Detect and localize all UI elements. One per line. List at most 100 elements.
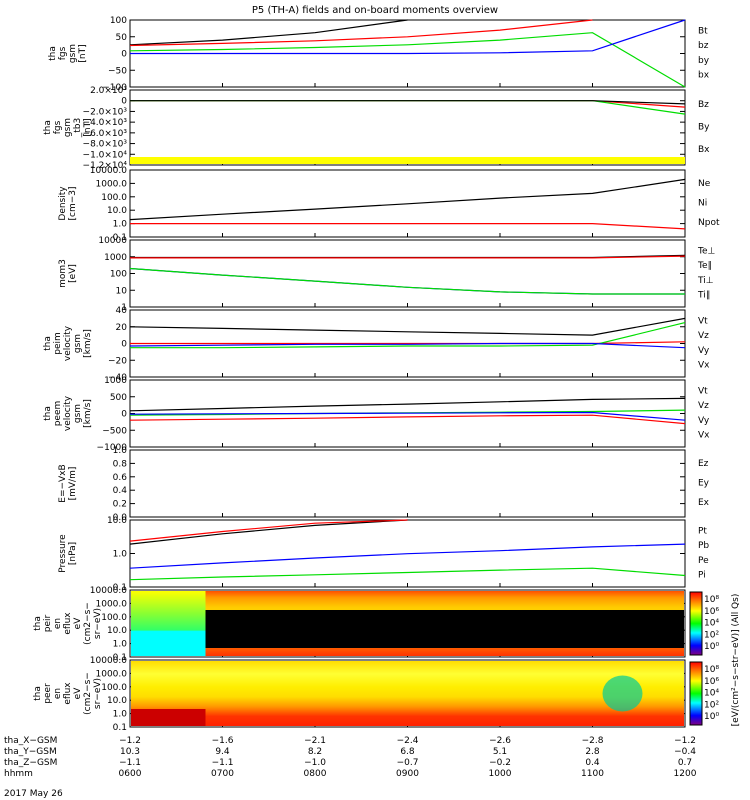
y-tick-label: −6.0×10³	[83, 129, 128, 139]
series-line-Vt	[129, 317, 686, 336]
footer-value: −1.1	[119, 758, 141, 768]
footer-value: 0900	[396, 769, 419, 779]
y-axis-label: eV	[73, 617, 83, 630]
y-axis-label: gsm	[68, 44, 78, 63]
series-line-Ti⊥	[129, 267, 685, 295]
y-axis-label: (cm2−s−	[83, 602, 93, 645]
footer-row-label: tha_Y−GSM	[4, 747, 57, 757]
colorbar-tick-label: 10⁸	[704, 595, 719, 605]
y-tick-label: 1.0	[113, 550, 128, 560]
colorbar-tick-label: 10²	[704, 700, 719, 710]
y-axis-label: en	[53, 618, 63, 629]
legend-Ti⊥: Ti⊥	[697, 276, 714, 286]
y-axis-label: gsm	[73, 404, 83, 423]
y-axis-label: sr−eV)	[93, 678, 103, 709]
y-tick-label: 1.0	[113, 220, 128, 230]
y-tick-label: 100.0	[101, 613, 127, 623]
y-tick-label: −8.0×10³	[83, 140, 128, 150]
legend-Pi: Pi	[698, 571, 706, 581]
y-tick-label: 0.1	[113, 653, 127, 663]
y-tick-label: −1.0×10⁴	[83, 150, 128, 160]
y-tick-label: 0	[121, 97, 127, 107]
footer-row-label: hhmm	[4, 769, 33, 779]
legend-Vz: Vz	[698, 401, 709, 411]
y-tick-label: 0.0	[113, 513, 128, 523]
footer-value: −0.7	[397, 758, 419, 768]
legend-Te⊥: Te⊥	[697, 246, 716, 256]
series-line-Pi	[129, 543, 686, 569]
figure-title: P5 (TH-A) fields and on-board moments ov…	[252, 5, 498, 16]
y-axis-label: peem	[53, 401, 63, 427]
legend-By: By	[698, 123, 710, 133]
series-line-Vz	[129, 414, 686, 425]
series-line-Bt	[129, 19, 408, 46]
y-tick-label: −2.0×10³	[83, 107, 128, 117]
spectrogram-gap-region	[205, 610, 684, 648]
y-axis-label: tha	[43, 120, 53, 135]
quality-flag-band	[130, 157, 685, 164]
y-axis-label: fgs	[58, 46, 68, 60]
footer-value: 2.8	[585, 747, 600, 757]
spectrogram-frame	[129, 589, 686, 658]
y-axis-label: tha	[48, 46, 58, 61]
legend-Bx: Bx	[698, 145, 710, 155]
footer-value: −0.2	[489, 758, 511, 768]
panel-5: 1000 500 0 −500 −1000 tha peem velocity gsm [km/s…	[43, 376, 710, 453]
y-tick-label: 1.0	[113, 710, 128, 720]
colorbar-tick-label: 10⁰	[704, 642, 719, 652]
y-axis-label: eflux	[63, 682, 73, 705]
legend-Npot: Npot	[698, 218, 720, 228]
y-axis-label: Density	[58, 186, 68, 221]
footer-value: −1.6	[212, 736, 234, 746]
legend-Vt: Vt	[698, 386, 708, 396]
series-line-By	[130, 100, 686, 115]
footer-value: 0700	[211, 769, 234, 779]
y-axis-label: [cm−3]	[68, 186, 78, 220]
y-axis-label: mom3	[58, 259, 68, 288]
legend-Vz: Vz	[698, 331, 709, 341]
legend-Ne: Ne	[698, 179, 711, 189]
y-tick-label: 10000.0	[90, 586, 127, 596]
y-tick-label: 50	[116, 33, 128, 43]
legend-Te∥: Te∥	[697, 261, 712, 271]
y-axis-label: Pressure	[58, 534, 68, 573]
footer-value: −1.0	[304, 758, 326, 768]
y-axis-label: [nT]	[78, 44, 88, 62]
series-line-bx	[130, 19, 686, 55]
series-line-Pt	[129, 519, 408, 545]
y-tick-label: 0	[121, 410, 127, 420]
footer-value: −0.4	[674, 747, 696, 757]
series-line-bz	[129, 19, 593, 47]
colorbar-tick-label: 10²	[704, 630, 719, 640]
series-line-Pe	[129, 567, 686, 581]
y-axis-label: [eV]	[68, 264, 78, 283]
y-axis-label: fgs	[53, 120, 63, 134]
legend-Pb: Pb	[698, 541, 709, 551]
footer-value: 6.8	[400, 747, 415, 757]
legend-Ey: Ey	[698, 479, 710, 489]
series-line-Vx	[129, 411, 686, 421]
legend-Ni: Ni	[698, 199, 707, 209]
y-tick-label: 100.0	[101, 193, 127, 203]
footer-value: −1.1	[212, 758, 234, 768]
legend-bx: bx	[698, 71, 710, 81]
y-tick-label: 1.0	[113, 640, 128, 650]
panel-frame	[129, 239, 686, 308]
y-axis-label: tha	[43, 406, 53, 421]
y-tick-label: 2.0×10³	[90, 86, 127, 96]
y-tick-label: 20	[116, 323, 128, 333]
series-line-Ne	[130, 223, 686, 230]
y-tick-label: −50	[108, 66, 127, 76]
y-tick-label: −1000	[97, 443, 128, 453]
y-axis-label: [nT]	[83, 118, 93, 136]
spectrogram-feature	[602, 675, 643, 712]
y-tick-label: 10000.0	[90, 656, 127, 666]
spectrogram-early-block	[131, 709, 206, 726]
footer-value: −1.2	[674, 736, 696, 746]
colorbar	[689, 661, 703, 726]
legend-Ti∥: Ti∥	[697, 291, 710, 301]
legend-Vx: Vx	[698, 361, 710, 371]
date-label: 2017 May 26	[4, 789, 63, 799]
